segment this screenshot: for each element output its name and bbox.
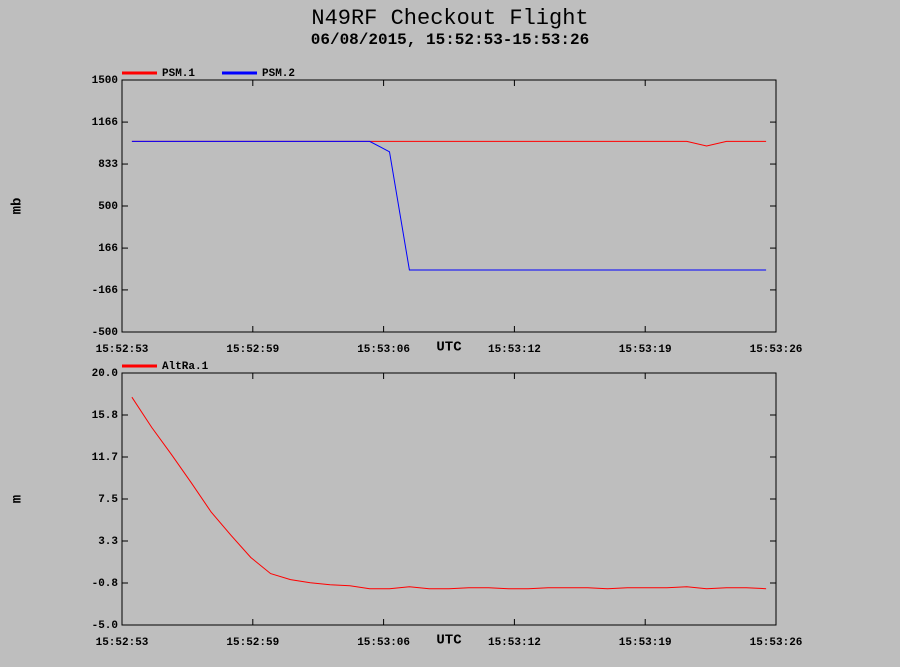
legend-label: PSM.1 [162, 68, 195, 80]
chart-subtitle: 06/08/2015, 15:52:53-15:53:26 [311, 31, 589, 49]
legend-label: PSM.2 [262, 68, 295, 80]
x-tick-label: 15:53:12 [488, 344, 541, 356]
y-tick-label: 500 [98, 201, 118, 213]
y-tick-label: 15.8 [92, 410, 119, 422]
y-tick-label: -166 [92, 285, 118, 297]
x-tick-label: 15:52:59 [226, 637, 279, 649]
y-tick-label: 1500 [92, 75, 118, 87]
y-tick-label: 1166 [92, 117, 118, 129]
y-tick-label: 20.0 [92, 368, 118, 380]
data-line [131, 140, 767, 271]
legend-label: AltRa.1 [162, 361, 209, 373]
y-tick-label: -500 [92, 327, 118, 339]
x-tick-label: 15:52:53 [96, 344, 149, 356]
x-axis-label: UTC [436, 340, 462, 356]
x-tick-label: 15:53:19 [619, 637, 672, 649]
y-tick-label: 11.7 [92, 452, 118, 464]
x-tick-label: 15:53:12 [488, 637, 541, 649]
y-tick-label: -0.8 [92, 578, 119, 590]
x-tick-label: 15:53:06 [357, 344, 410, 356]
y-tick-label: 166 [98, 243, 118, 255]
y-axis-label: mb [10, 198, 26, 215]
x-tick-label: 15:52:59 [226, 344, 279, 356]
y-tick-label: 3.3 [98, 536, 118, 548]
y-tick-label: 833 [98, 159, 118, 171]
chart-title: N49RF Checkout Flight [311, 6, 588, 31]
x-tick-label: 15:52:53 [96, 637, 149, 649]
y-tick-label: -5.0 [92, 620, 118, 632]
data-line [131, 396, 767, 590]
x-tick-label: 15:53:06 [357, 637, 410, 649]
y-tick-label: 7.5 [98, 494, 118, 506]
x-axis-label: UTC [436, 633, 462, 649]
x-tick-label: 15:53:19 [619, 344, 672, 356]
y-axis-label: m [10, 495, 26, 503]
x-tick-label: 15:53:26 [750, 344, 803, 356]
x-tick-label: 15:53:26 [750, 637, 803, 649]
